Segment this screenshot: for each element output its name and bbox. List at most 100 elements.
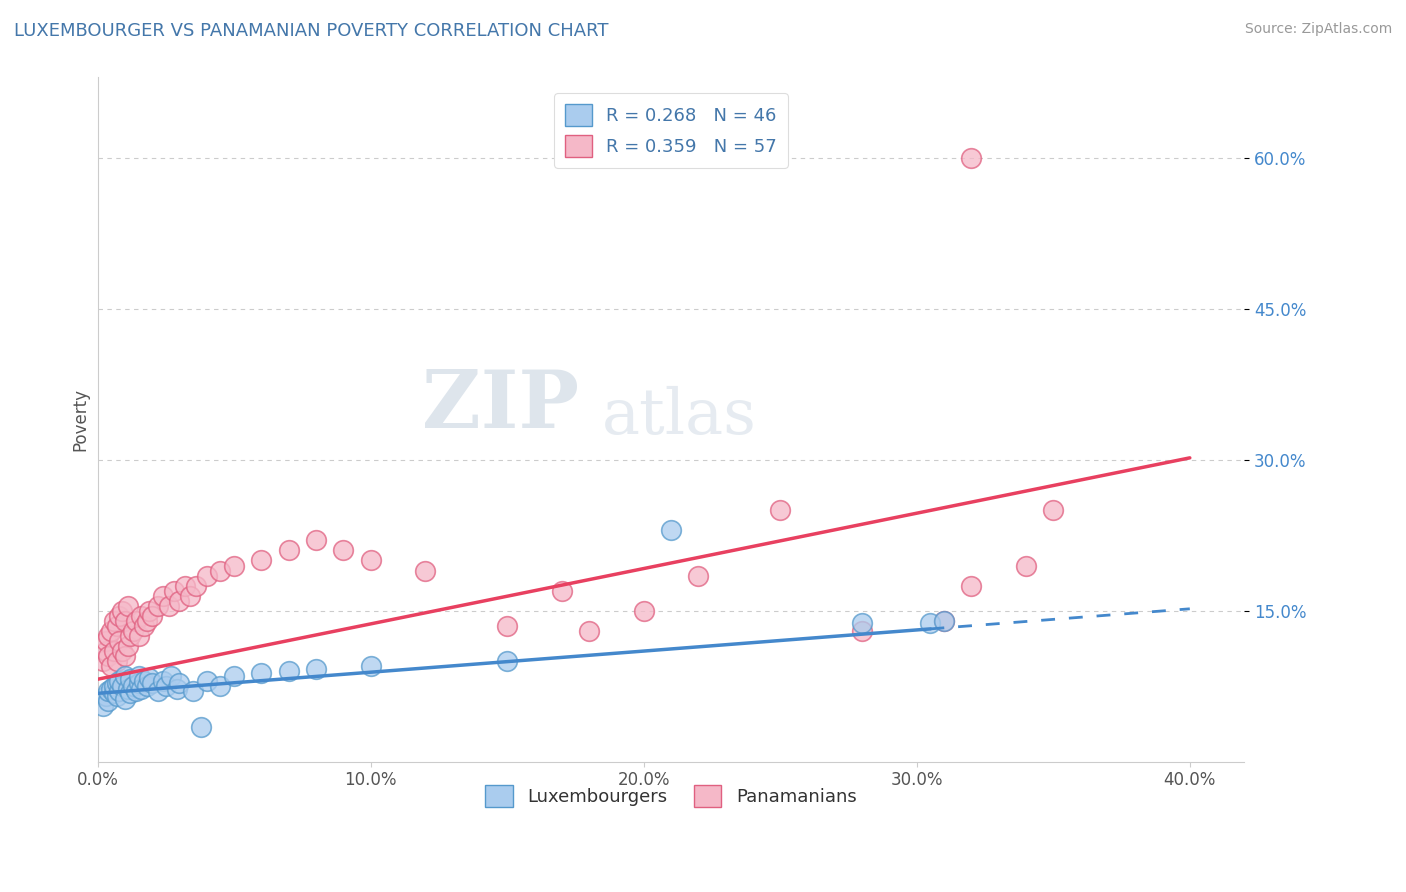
Point [91,654,114,668]
Text: atlas: atlas [602,385,756,447]
Y-axis label: Poverty: Poverty [72,388,89,451]
Point [169,593,191,607]
Point [851,624,873,638]
Point [138,671,160,685]
Point [413,564,436,578]
Point [305,662,328,676]
Point [105,654,128,668]
Point [128,669,150,683]
Point [169,676,191,690]
Point [146,684,169,698]
Point [138,604,160,618]
Point [135,679,157,693]
Point [141,676,163,690]
Point [209,679,232,693]
Point [181,684,204,698]
Point [94,644,117,658]
Point [117,682,139,697]
Point [360,553,382,567]
Point [152,589,174,603]
Point [155,679,177,693]
Point [108,634,131,648]
Point [125,684,148,698]
Point [163,583,186,598]
Point [97,629,120,643]
Point [250,553,273,567]
Point [152,674,174,689]
Point [1015,558,1038,573]
Point [277,543,299,558]
Point [633,604,655,618]
Point [125,614,148,628]
Point [128,676,150,690]
Point [120,672,142,686]
Point [120,686,142,700]
Point [190,720,212,734]
Point [277,664,299,678]
Point [111,679,134,693]
Point [688,568,710,582]
Point [305,533,328,548]
Point [184,579,207,593]
Point [141,608,163,623]
Point [97,649,120,664]
Point [97,694,120,708]
Point [100,682,122,697]
Point [146,599,169,613]
Point [332,543,354,558]
Point [129,608,152,623]
Point [114,649,136,664]
Point [224,558,246,573]
Point [129,682,152,697]
Point [103,614,125,628]
Point [103,644,125,658]
Point [174,579,197,593]
Text: Source: ZipAtlas.com: Source: ZipAtlas.com [1244,22,1392,37]
Point [105,676,128,690]
Point [932,614,955,628]
Point [111,644,134,658]
Point [1042,503,1064,517]
Point [195,674,218,689]
Point [94,634,117,648]
Point [114,692,136,706]
Point [100,659,122,673]
Text: LUXEMBOURGER VS PANAMANIAN POVERTY CORRELATION CHART: LUXEMBOURGER VS PANAMANIAN POVERTY CORRE… [14,22,609,40]
Point [551,583,574,598]
Point [769,503,792,517]
Point [103,686,125,700]
Point [103,679,125,693]
Point [111,604,134,618]
Legend: Luxembourgers, Panamanians: Luxembourgers, Panamanians [478,778,863,814]
Point [122,624,145,638]
Point [117,639,139,653]
Point [224,669,246,683]
Point [157,599,180,613]
Text: ZIP: ZIP [422,367,579,445]
Point [179,589,201,603]
Point [851,615,873,630]
Point [135,614,157,628]
Point [108,608,131,623]
Point [578,624,600,638]
Point [496,619,519,633]
Point [132,674,155,689]
Point [128,629,150,643]
Point [105,690,128,704]
Point [659,524,682,538]
Point [250,666,273,681]
Point [960,151,983,165]
Point [91,699,114,714]
Point [122,679,145,693]
Point [117,599,139,613]
Point [114,669,136,683]
Point [932,614,955,628]
Point [920,615,942,630]
Point [108,684,131,698]
Point [94,690,117,704]
Point [114,614,136,628]
Point [209,564,232,578]
Point [132,619,155,633]
Point [496,654,519,668]
Point [166,682,188,697]
